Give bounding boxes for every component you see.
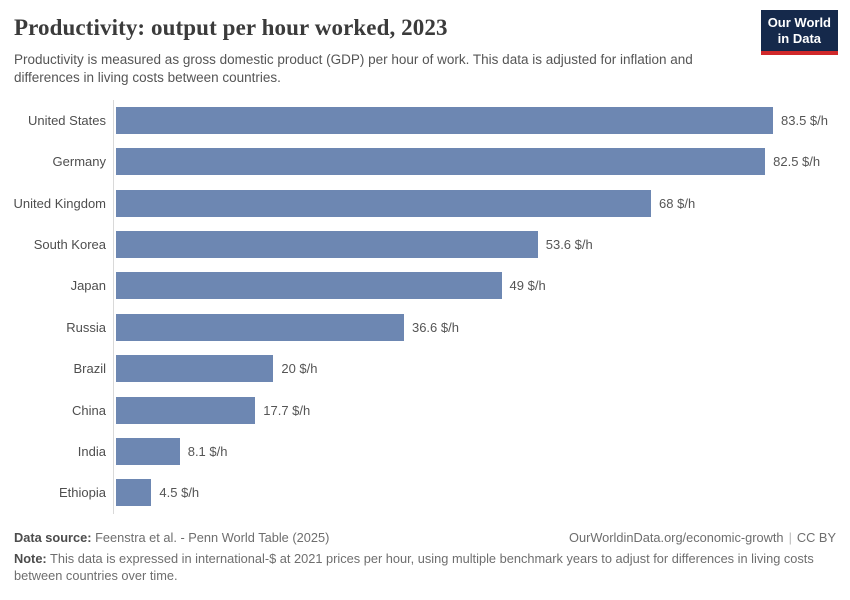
bar-row: Brazil 20 $/h [0,347,850,390]
category-label: Brazil [73,361,106,377]
chart-footer: Data source: Feenstra et al. - Penn Worl… [0,514,850,584]
bar-row: Russia 36.6 $/h [0,306,850,348]
owid-logo-line1: Our World [767,15,831,30]
bar-value-label: 82.5 $/h [773,154,821,170]
bar-row: Ethiopia 4.5 $/h [0,472,850,514]
bar-value-label: 83.5 $/h [781,112,828,128]
bar[interactable] [116,272,502,300]
category-label: United States [27,112,106,128]
bar-row: United Kingdom 68 $/h [0,182,850,224]
bar[interactable] [116,189,652,217]
bar-value-label: 36.6 $/h [411,319,459,335]
bar-row: India 8.1 $/h [0,430,850,473]
plot-area: 49 $/h [113,265,850,307]
chart-header: Productivity: output per hour worked, 20… [0,0,850,87]
bar-row: Germany 82.5 $/h [0,140,850,183]
plot-area: 53.6 $/h [113,223,850,266]
category-label: Japan [70,278,106,294]
plot-area: 20 $/h [113,347,850,390]
footer-links: OurWorldinData.org/economic-growth | CC BY [569,530,836,545]
owid-url-link[interactable]: OurWorldinData.org/economic-growth [569,529,784,545]
bar-value-label: 4.5 $/h [159,485,200,501]
bar[interactable] [116,313,404,341]
bar[interactable] [116,479,152,507]
category-label: India [77,443,106,459]
plot-area: 8.1 $/h [113,430,850,473]
owid-logo[interactable]: Our World in Data [760,10,838,55]
bar-row: China 17.7 $/h [0,389,850,431]
plot-area: 82.5 $/h [113,140,850,183]
plot-area: 17.7 $/h [113,389,850,431]
bar[interactable] [116,355,274,383]
category-label: Germany [52,154,106,170]
category-label: United Kingdom [13,195,107,211]
plot-area: 36.6 $/h [113,306,850,348]
bar-row: Japan 49 $/h [0,265,850,307]
bar-value-label: 53.6 $/h [545,236,593,252]
category-label: Ethiopia [59,485,106,501]
page-title: Productivity: output per hour worked, 20… [14,15,448,40]
bar-row: United States 83.5 $/h [0,99,850,141]
data-source-label: Data source: [14,529,92,545]
plot-area: 83.5 $/h [113,99,850,141]
category-label: South Korea [33,236,106,252]
chart-subtitle: Productivity is measured as gross domest… [14,51,693,85]
bar-chart: United States 83.5 $/h Germany 82.5 $/h Unit… [0,99,850,514]
footer-separator: | [788,529,792,545]
bar[interactable] [116,437,180,465]
bar-value-label: 20 $/h [281,361,318,377]
bar[interactable] [116,396,256,424]
bar-row: South Korea 53.6 $/h [0,223,850,266]
license-link[interactable]: CC BY [796,529,836,545]
bar[interactable] [116,230,538,258]
chart-note: Note: This data is expressed in internat… [14,550,836,584]
category-label: China [72,402,106,418]
bar[interactable] [116,148,766,176]
bar-value-label: 17.7 $/h [263,402,311,418]
category-label: Russia [66,319,106,335]
plot-area: 4.5 $/h [113,472,850,514]
note-label: Note: [14,550,47,566]
data-source-value: Feenstra et al. - Penn World Table (2025… [91,529,330,545]
bar-value-label: 8.1 $/h [187,443,228,459]
bar-value-label: 68 $/h [659,195,696,211]
bar-value-label: 49 $/h [509,278,546,294]
owid-logo-line2: in Data [777,31,822,46]
plot-area: 68 $/h [113,182,850,224]
bar[interactable] [116,106,773,134]
note-text: This data is expressed in international-… [14,550,814,583]
data-source-line: Data source: Feenstra et al. - Penn Worl… [14,530,329,545]
